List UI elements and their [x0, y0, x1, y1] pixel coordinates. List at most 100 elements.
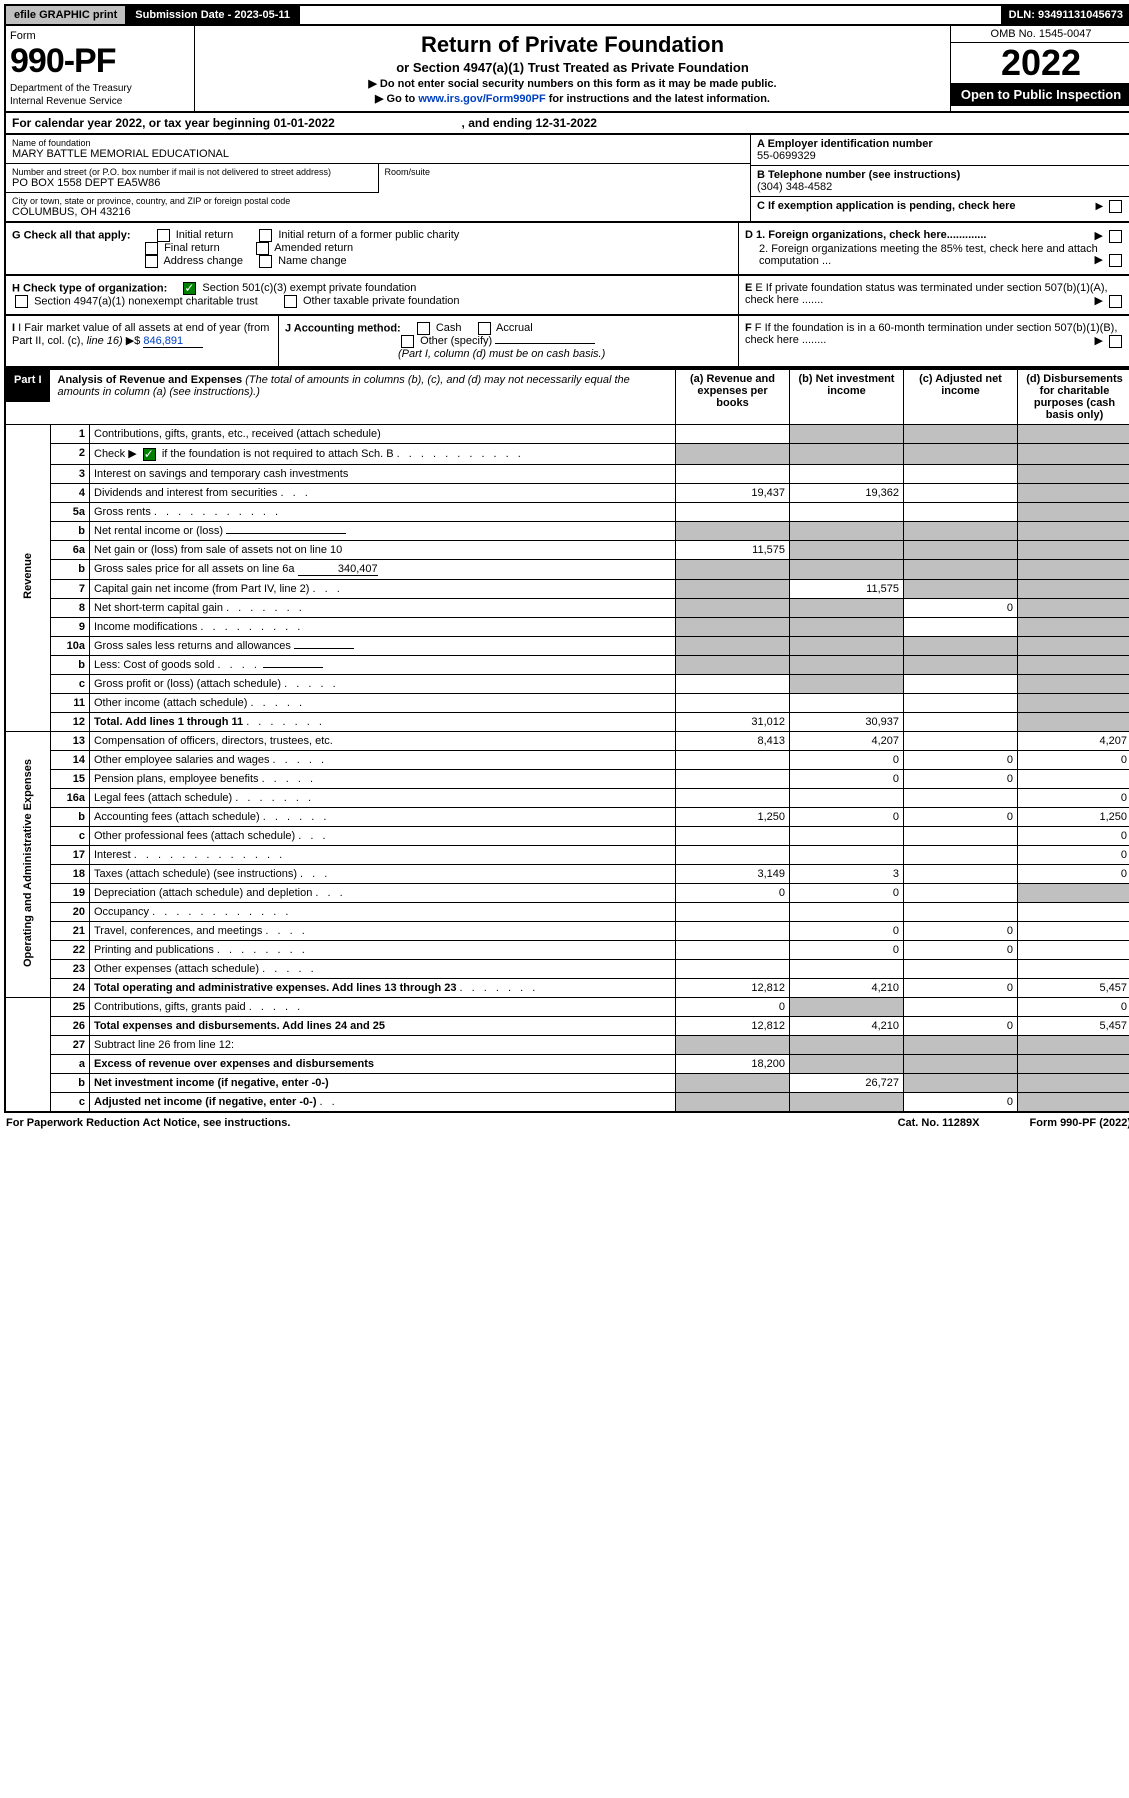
efile-graphic-print[interactable]: efile GRAPHIC print [6, 6, 127, 24]
other-method-checkbox[interactable] [401, 335, 414, 348]
dept-treasury: Department of the Treasury [10, 83, 190, 94]
omb-number: OMB No. 1545-0047 [951, 26, 1129, 43]
table-row: cGross profit or (loss) (attach schedule… [5, 674, 1129, 693]
tax-year: 2022 [951, 43, 1129, 83]
open-to-public: Open to Public Inspection [951, 83, 1129, 106]
room-cell: Room/suite [378, 164, 751, 193]
table-row: cOther professional fees (attach schedul… [5, 826, 1129, 845]
accrual-checkbox[interactable] [478, 322, 491, 335]
table-row: bLess: Cost of goods sold . . . . [5, 655, 1129, 674]
initial-return-checkbox[interactable] [157, 229, 170, 242]
initial-former-checkbox[interactable] [259, 229, 272, 242]
final-return-checkbox[interactable] [145, 242, 158, 255]
table-row: 18Taxes (attach schedule) (see instructi… [5, 864, 1129, 883]
table-row: 4Dividends and interest from securities … [5, 483, 1129, 502]
g-section: G Check all that apply: Initial return I… [6, 223, 739, 274]
table-row: 3Interest on savings and temporary cash … [5, 464, 1129, 483]
instr-2: ▶ Go to www.irs.gov/Form990PF for instru… [203, 92, 942, 105]
table-row: 19Depreciation (attach schedule) and dep… [5, 883, 1129, 902]
instr-1: ▶ Do not enter social security numbers o… [203, 77, 942, 90]
f-section: F F If the foundation is in a 60-month t… [739, 316, 1129, 366]
part-i-table: Part I Analysis of Revenue and Expenses … [4, 368, 1129, 1113]
col-b-header: (b) Net investment income [790, 369, 904, 425]
table-row: 5aGross rents . . . . . . . . . . . [5, 502, 1129, 521]
cat-number: Cat. No. 11289X [898, 1117, 980, 1129]
top-bar: efile GRAPHIC print Submission Date - 20… [4, 4, 1129, 26]
form-title: Return of Private Foundation [203, 32, 942, 58]
dln: DLN: 93491131045673 [1001, 6, 1129, 24]
header-right: OMB No. 1545-0047 2022 Open to Public In… [950, 26, 1129, 111]
h-section: H Check type of organization: Section 50… [6, 276, 739, 314]
name-change-checkbox[interactable] [259, 255, 272, 268]
table-row: 20Occupancy . . . . . . . . . . . . [5, 902, 1129, 921]
form-header: Form 990-PF Department of the Treasury I… [4, 26, 1129, 113]
irs-link[interactable]: www.irs.gov/Form990PF [418, 93, 545, 105]
d2-checkbox[interactable] [1109, 254, 1122, 267]
table-row: 16aLegal fees (attach schedule) . . . . … [5, 788, 1129, 807]
table-row: 6aNet gain or (loss) from sale of assets… [5, 540, 1129, 559]
col-c-header: (c) Adjusted net income [904, 369, 1018, 425]
amended-return-checkbox[interactable] [256, 242, 269, 255]
col-d-header: (d) Disbursements for charitable purpose… [1018, 369, 1129, 425]
fmv-link[interactable]: 846,891 [143, 335, 203, 348]
header-center: Return of Private Foundation or Section … [195, 26, 950, 111]
form-ref: Form 990-PF (2022) [1030, 1117, 1129, 1129]
i-section: I I Fair market value of all assets at e… [6, 316, 279, 366]
e-section: E E If private foundation status was ter… [739, 276, 1129, 314]
table-row: 15Pension plans, employee benefits . . .… [5, 769, 1129, 788]
table-row: bAccounting fees (attach schedule) . . .… [5, 807, 1129, 826]
table-row: 17Interest . . . . . . . . . . . . . 0 [5, 845, 1129, 864]
phone-cell: B Telephone number (see instructions) (3… [751, 166, 1129, 197]
schb-checkbox[interactable] [143, 448, 156, 461]
d-section: D 1. Foreign organizations, check here..… [739, 223, 1129, 274]
i-j-f-row: I I Fair market value of all assets at e… [4, 316, 1129, 368]
table-row: bNet rental income or (loss) [5, 521, 1129, 540]
table-row: cAdjusted net income (if negative, enter… [5, 1092, 1129, 1112]
table-row: 24Total operating and administrative exp… [5, 978, 1129, 997]
table-row: Revenue 1Contributions, gifts, grants, e… [5, 425, 1129, 444]
table-row: 14Other employee salaries and wages . . … [5, 750, 1129, 769]
table-row: 7Capital gain net income (from Part IV, … [5, 579, 1129, 598]
part-i-header: Part I [6, 370, 50, 402]
form-word: Form [10, 30, 190, 42]
table-row: 12Total. Add lines 1 through 11 . . . . … [5, 712, 1129, 731]
calendar-year-row: For calendar year 2022, or tax year begi… [4, 113, 1129, 135]
revenue-label: Revenue [5, 425, 51, 732]
address-cell: Number and street (or P.O. box number if… [6, 164, 378, 193]
footer-row: For Paperwork Reduction Act Notice, see … [4, 1113, 1129, 1133]
header-left: Form 990-PF Department of the Treasury I… [6, 26, 195, 111]
exemption-checkbox[interactable] [1109, 200, 1122, 213]
g-d-row: G Check all that apply: Initial return I… [4, 223, 1129, 276]
table-row: 11Other income (attach schedule) . . . .… [5, 693, 1129, 712]
other-taxable-checkbox[interactable] [284, 295, 297, 308]
cash-checkbox[interactable] [417, 322, 430, 335]
d1-checkbox[interactable] [1109, 230, 1122, 243]
expenses-label: Operating and Administrative Expenses [5, 731, 51, 997]
f-checkbox[interactable] [1109, 335, 1122, 348]
table-row: 9Income modifications . . . . . . . . . [5, 617, 1129, 636]
e-checkbox[interactable] [1109, 295, 1122, 308]
table-row: bGross sales price for all assets on lin… [5, 559, 1129, 579]
address-change-checkbox[interactable] [145, 255, 158, 268]
city-cell: City or town, state or province, country… [6, 193, 750, 221]
table-row: 8Net short-term capital gain . . . . . .… [5, 598, 1129, 617]
j-section: J Accounting method: Cash Accrual Other … [279, 316, 739, 366]
irs: Internal Revenue Service [10, 96, 190, 107]
table-row: 10aGross sales less returns and allowanc… [5, 636, 1129, 655]
table-row: 23Other expenses (attach schedule) . . .… [5, 959, 1129, 978]
submission-date: Submission Date - 2023-05-11 [127, 6, 300, 24]
501c3-checkbox[interactable] [183, 282, 196, 295]
table-row: 25Contributions, gifts, grants paid . . … [5, 997, 1129, 1016]
table-row: aExcess of revenue over expenses and dis… [5, 1054, 1129, 1073]
exemption-cell: C If exemption application is pending, c… [751, 197, 1129, 215]
h-e-row: H Check type of organization: Section 50… [4, 276, 1129, 316]
4947-checkbox[interactable] [15, 295, 28, 308]
ein-cell: A Employer identification number 55-0699… [751, 135, 1129, 166]
identity-block: Name of foundation MARY BATTLE MEMORIAL … [4, 135, 1129, 223]
table-row: 22Printing and publications . . . . . . … [5, 940, 1129, 959]
table-row: 2 Check ▶ if the foundation is not requi… [5, 444, 1129, 465]
col-a-header: (a) Revenue and expenses per books [676, 369, 790, 425]
table-row: 26Total expenses and disbursements. Add … [5, 1016, 1129, 1035]
paperwork-notice: For Paperwork Reduction Act Notice, see … [6, 1117, 290, 1129]
part-i-title: Analysis of Revenue and Expenses [58, 374, 243, 386]
